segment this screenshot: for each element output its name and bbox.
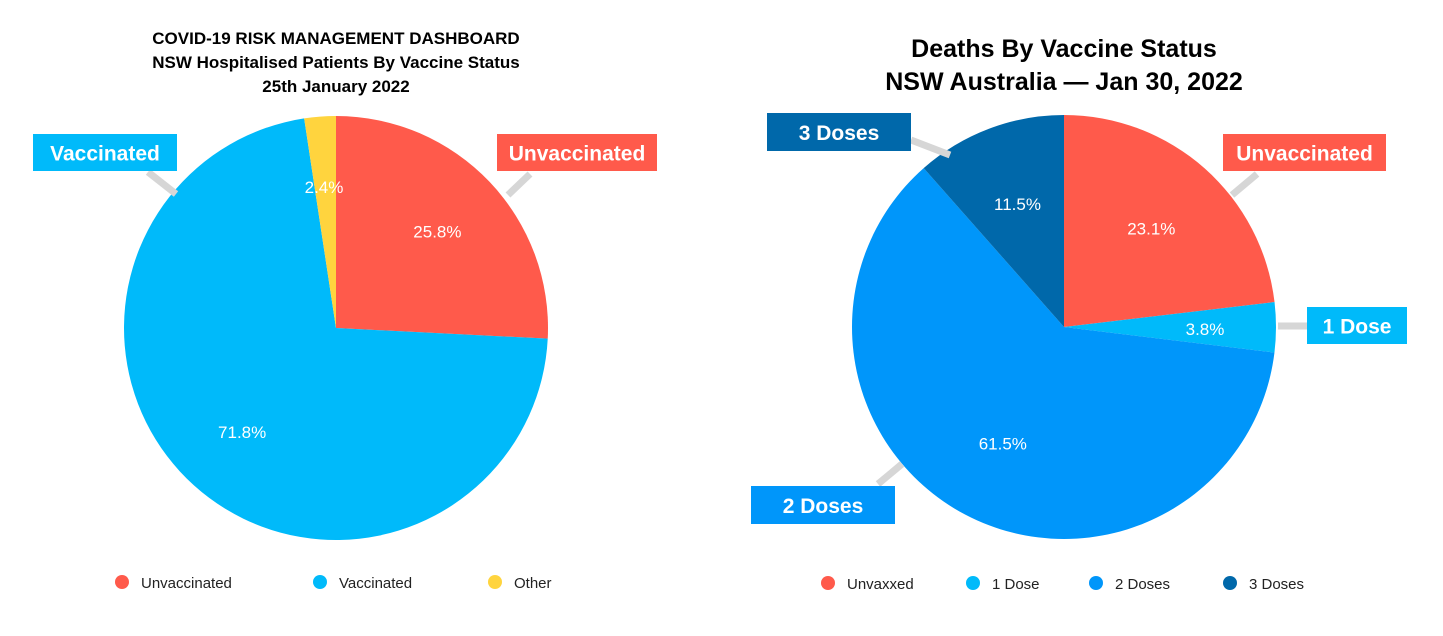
slice-label-unvaxxed: 23.1% xyxy=(1127,220,1175,239)
legend-label-other: Other xyxy=(514,575,552,592)
legend-swatch-other xyxy=(488,575,502,589)
slice-label-other: 2.4% xyxy=(305,178,344,197)
callout-box-3-doses xyxy=(767,113,911,151)
callout-leader-3-doses xyxy=(909,136,952,159)
callout-box-2-doses xyxy=(751,486,895,524)
legend-label-2-doses: 2 Doses xyxy=(1115,576,1170,593)
callout-leader-unvaccinated xyxy=(505,171,533,198)
legend-swatch-3-doses xyxy=(1223,576,1237,590)
legend-swatch-unvaccinated xyxy=(115,575,129,589)
legend-label-3-doses: 3 Doses xyxy=(1249,576,1304,593)
callout-box-unvaccinated xyxy=(497,134,657,171)
callout-leader-vaccinated xyxy=(145,169,179,197)
callout-label-3-doses: 3 Doses xyxy=(799,122,880,145)
callout-box-unvaxxed xyxy=(1223,134,1386,171)
legend-swatch-vaccinated xyxy=(313,575,327,589)
pie-slice-1-dose xyxy=(1064,302,1276,353)
pie-slice-unvaxxed xyxy=(1064,115,1275,327)
slice-label-vaccinated: 71.8% xyxy=(218,423,266,442)
callout-leader-unvaxxed xyxy=(1229,171,1260,198)
pie-slice-unvaccinated xyxy=(336,116,549,339)
callout-box-vaccinated xyxy=(33,134,177,171)
legend-swatch-2-doses xyxy=(1089,576,1103,590)
left-chart-date: 25th January 2022 xyxy=(262,77,409,96)
slice-label-unvaccinated: 25.8% xyxy=(413,223,461,242)
legend-label-unvaccinated: Unvaccinated xyxy=(141,575,232,592)
legend-swatch-1-dose xyxy=(966,576,980,590)
callout-label-1-dose: 1 Dose xyxy=(1323,316,1392,339)
callout-label-2-doses: 2 Doses xyxy=(783,495,864,518)
pie-slice-3-doses xyxy=(923,115,1064,327)
callout-box-1-dose xyxy=(1307,307,1407,344)
slice-label-3-doses: 11.5% xyxy=(994,195,1041,214)
callout-leader-2-doses xyxy=(875,461,905,487)
right-chart-subtitle: NSW Australia — Jan 30, 2022 xyxy=(885,68,1243,96)
legend-label-vaccinated: Vaccinated xyxy=(339,575,412,592)
legend-label-1-dose: 1 Dose xyxy=(992,576,1040,593)
legend-label-unvaxxed: Unvaxxed xyxy=(847,576,914,593)
pie-slice-other xyxy=(304,116,336,328)
slice-label-2-doses: 61.5% xyxy=(979,434,1027,453)
pie-slice-vaccinated xyxy=(124,118,548,541)
legend-swatch-unvaxxed xyxy=(821,576,835,590)
right-pie: 23.1% 3.8% 61.5% 11.5% Unvaccinated 1 Dose 2 D… xyxy=(751,113,1407,593)
callout-label-vaccinated: Vaccinated xyxy=(50,143,160,166)
right-chart-title: Deaths By Vaccine Status xyxy=(911,35,1217,63)
left-chart-subtitle: NSW Hospitalised Patients By Vaccine Sta… xyxy=(152,53,520,72)
left-pie: 25.8% 71.8% 2.4% Unvaccinated Vaccinated Unva… xyxy=(33,116,657,592)
pie-slice-2-doses xyxy=(852,168,1275,540)
callout-label-unvaxxed: Unvaccinated xyxy=(1236,143,1373,166)
callout-label-unvaccinated: Unvaccinated xyxy=(509,143,646,166)
slice-label-1-dose: 3.8% xyxy=(1186,320,1225,339)
left-chart-title: COVID-19 RISK MANAGEMENT DASHBOARD xyxy=(152,29,519,48)
